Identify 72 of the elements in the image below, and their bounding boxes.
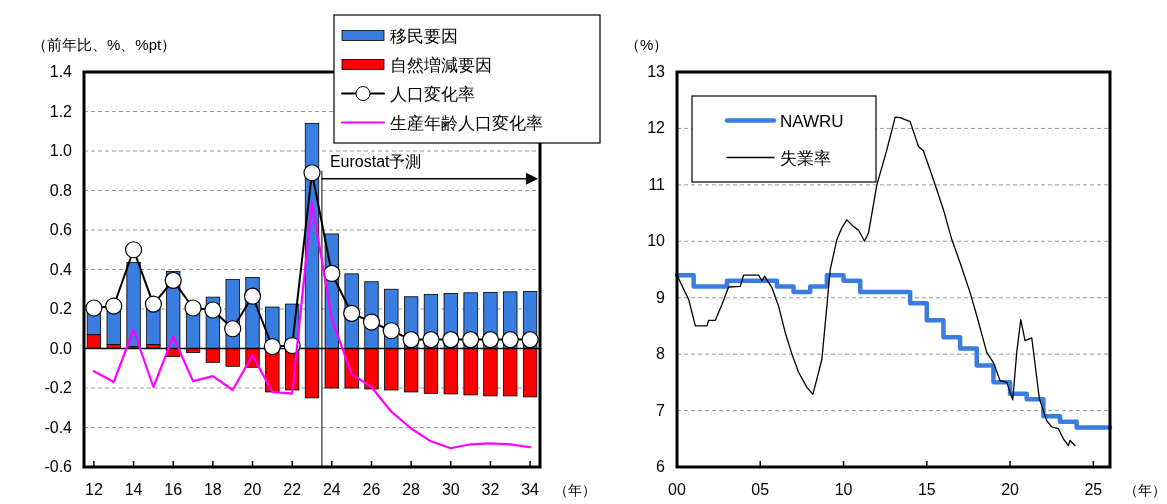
point	[501, 331, 519, 349]
bar	[146, 308, 161, 345]
point	[243, 287, 262, 305]
legend-label: 移民要因	[390, 26, 458, 46]
y-axis-title: （%）	[625, 36, 669, 53]
x-tick-label: 22	[283, 481, 302, 498]
ref-line-label: Eurostat予測	[329, 152, 422, 170]
point	[422, 331, 440, 349]
point	[521, 331, 539, 349]
point	[144, 295, 162, 313]
point	[442, 331, 460, 349]
point	[382, 322, 400, 340]
x-tick-label: 18	[203, 481, 222, 498]
point	[263, 337, 281, 356]
x-tick-label: 25	[1084, 481, 1103, 498]
point	[481, 331, 500, 349]
legend-label: NAWRU	[780, 111, 844, 131]
y-tick-label: 1.4	[49, 63, 73, 80]
point	[362, 313, 381, 331]
point	[124, 241, 143, 259]
x-tick-label: 00	[668, 481, 686, 498]
x-tick-label: 32	[481, 481, 500, 498]
x-tick-label: 28	[402, 481, 421, 498]
legend-label: 人口変化率	[390, 84, 475, 104]
y-tick-label: 0.8	[49, 181, 73, 199]
point	[164, 271, 182, 289]
y-tick-label: 13	[647, 63, 666, 80]
point	[204, 301, 222, 319]
point	[85, 299, 103, 317]
x-tick-label: 30	[441, 481, 460, 498]
x-tick-label: 20	[1001, 481, 1020, 498]
y-axis-title: （前年比、%、%pt）	[32, 36, 177, 53]
x-tick-label: 34	[521, 481, 540, 498]
point	[303, 164, 321, 182]
x-axis-title: （年）	[554, 482, 596, 498]
y-tick-label: 12	[647, 119, 666, 137]
x-tick-label: 14	[124, 481, 143, 498]
y-tick-label: -0.6	[44, 458, 73, 475]
point	[323, 264, 341, 283]
y-tick-label: 8	[656, 345, 666, 363]
y-tick-label: 7	[656, 401, 666, 419]
y-tick-label: 1.2	[49, 102, 73, 120]
point	[224, 320, 242, 338]
point	[402, 331, 420, 349]
y-tick-label: 0.2	[49, 300, 73, 317]
legend-label: 自然増減要因	[390, 55, 492, 75]
y-tick-label: 0.4	[49, 260, 73, 278]
legend-label: 生産年齢人口変化率	[390, 113, 543, 133]
y-tick-label: 11	[648, 175, 666, 193]
point	[184, 299, 202, 317]
point	[462, 331, 480, 349]
x-tick-label: 10	[834, 481, 853, 498]
x-tick-label: 15	[917, 481, 936, 498]
bar	[106, 310, 121, 345]
y-tick-label: -0.4	[44, 418, 73, 436]
y-tick-label: 9	[656, 288, 666, 306]
y-tick-label: 6	[656, 458, 666, 475]
x-axis-title: （年）	[1124, 482, 1166, 498]
y-tick-label: 0.6	[49, 221, 73, 238]
y-tick-label: 10	[647, 232, 666, 250]
point	[105, 297, 123, 315]
x-tick-label: 16	[164, 481, 183, 498]
point	[343, 304, 361, 322]
y-tick-label: -0.2	[44, 379, 73, 396]
x-tick-label: 20	[243, 481, 262, 498]
legend-label: 失業率	[780, 148, 831, 168]
x-tick-label: 05	[751, 481, 770, 498]
x-tick-label: 12	[85, 481, 103, 498]
x-tick-label: 24	[322, 481, 341, 498]
x-tick-label: 26	[362, 481, 381, 498]
y-tick-label: 0.0	[49, 339, 73, 357]
y-tick-label: 1.0	[49, 142, 73, 159]
